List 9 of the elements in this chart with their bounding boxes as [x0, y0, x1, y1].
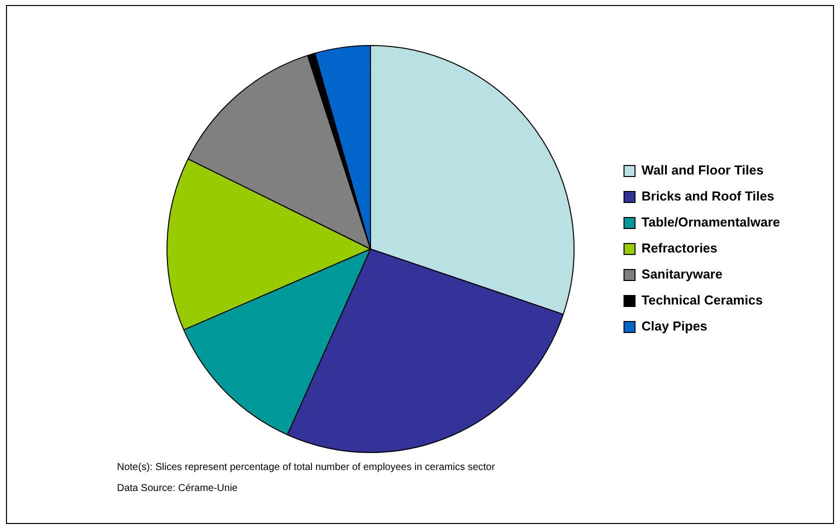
legend-label: Technical Ceramics — [642, 292, 763, 308]
legend-label: Bricks and Roof Tiles — [642, 188, 774, 204]
legend-label: Refractories — [642, 240, 718, 256]
legend-label: Clay Pipes — [642, 318, 708, 334]
legend-label: Wall and Floor Tiles — [642, 162, 764, 178]
legend-label: Sanitaryware — [642, 266, 722, 282]
text: Note(s): Slices represent percentage of total number of employees in ceramics sector — [117, 462, 495, 473]
source-note: Data Source: Cérame-Unie — [117, 483, 239, 494]
legend-label: Table/Ornamentalware — [642, 214, 780, 230]
